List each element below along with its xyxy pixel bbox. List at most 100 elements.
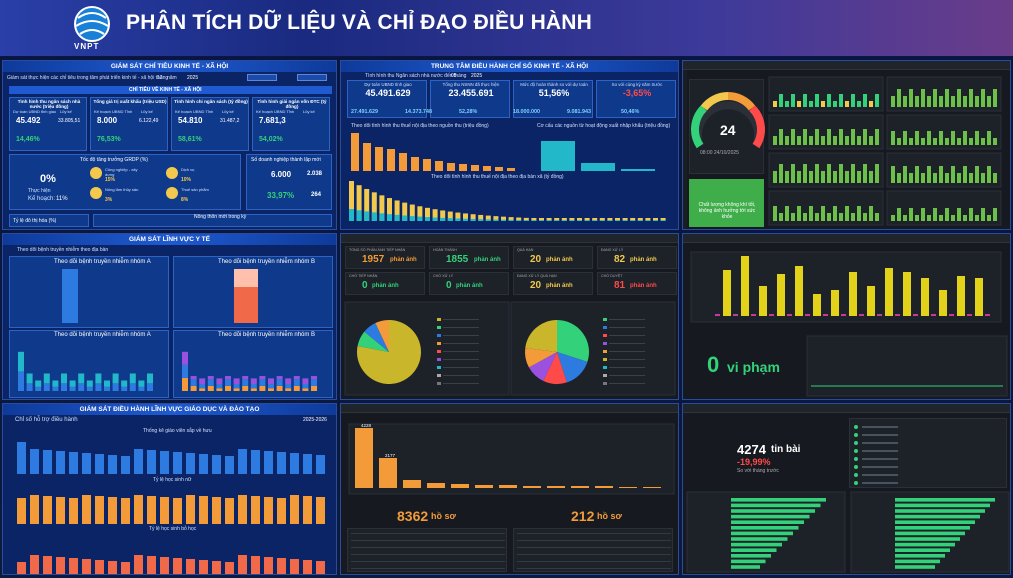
air-bar	[963, 131, 967, 145]
health-bar	[259, 385, 266, 391]
legend-swatch	[437, 326, 441, 329]
health-bar	[104, 380, 110, 387]
air-bar	[863, 213, 867, 221]
air-bar	[927, 215, 931, 221]
air-bar	[773, 206, 777, 221]
news-bar	[731, 554, 771, 558]
health-chart-a2: Theo dõi bệnh truyền nhiễm nhóm A	[9, 330, 169, 398]
records-table-panel	[347, 528, 507, 572]
education-bar	[95, 560, 104, 574]
news-bar	[895, 514, 980, 519]
commune-bar-2	[584, 220, 590, 221]
commune-bar	[387, 198, 392, 221]
legend-line	[609, 383, 645, 384]
air-bar	[797, 206, 801, 221]
legend-swatch	[603, 334, 607, 337]
education-bar	[69, 498, 78, 524]
health-bar	[112, 373, 119, 384]
air-bar	[857, 136, 861, 145]
air-bar	[909, 138, 913, 145]
education-bar	[69, 452, 78, 474]
health-bar	[104, 386, 110, 391]
budget-year: 2025	[471, 73, 483, 79]
legend-line	[609, 351, 645, 352]
news-bar	[731, 526, 799, 530]
air-bar	[875, 164, 879, 183]
enterprise-card: Số doanh nghiệp thành lập mới 6.000 2.03…	[246, 154, 332, 210]
revenue-bar	[387, 149, 395, 171]
records-bar	[547, 486, 565, 488]
air-bar	[779, 94, 783, 107]
news-list-line	[862, 482, 898, 484]
air-bar	[857, 171, 861, 183]
air-bar	[963, 166, 967, 183]
air-bar	[833, 171, 837, 183]
commune-bar	[485, 215, 491, 221]
health-bar	[86, 386, 93, 391]
health-bar	[129, 383, 136, 391]
education-c2: Tỷ lệ học sinh nữ	[153, 477, 192, 483]
feedback-stat: HOÀN THÀNH 1855 phản ánh	[429, 246, 509, 269]
commune-bar	[592, 218, 598, 221]
pie-slice	[543, 352, 567, 384]
violation-bar-2	[841, 314, 846, 316]
budget-kpi-sub: 9.081.943	[567, 109, 591, 115]
records-bar	[499, 485, 517, 488]
health-bar	[95, 383, 102, 391]
commune-bar	[569, 218, 575, 221]
air-bar	[975, 131, 979, 145]
grdp-sub1: Thực hiện	[28, 188, 51, 194]
air-bar	[891, 215, 895, 221]
feedback-stat-unit: phản ánh	[372, 283, 399, 289]
health-bar	[26, 373, 33, 384]
budget-kpi-value: 51,56%	[538, 88, 570, 98]
air-bar	[927, 131, 931, 145]
economy-card-v2: 6.122,49	[139, 118, 159, 124]
air-bar	[993, 208, 997, 221]
commune-bar-2	[447, 218, 453, 221]
health-bar	[95, 373, 102, 384]
news-bar	[731, 531, 793, 536]
violation-bar-2	[877, 314, 882, 316]
news-pct: -19,99%	[737, 457, 771, 467]
education-bar	[173, 558, 182, 574]
violation-bar-2	[715, 314, 720, 316]
health-bar	[302, 388, 309, 391]
health-c1: Theo dõi bệnh truyền nhiễm nhóm A	[54, 259, 151, 265]
health-bar	[199, 384, 206, 389]
air-bar	[969, 208, 973, 221]
air-bar	[963, 96, 967, 107]
year-select[interactable]	[297, 74, 327, 81]
commune-bar-2	[523, 220, 529, 221]
budget-kpi-value: -3,65%	[622, 88, 652, 98]
commune-bar-2	[622, 220, 628, 221]
health-bar	[293, 379, 300, 386]
budget-month: 05	[451, 73, 457, 79]
health-bar	[35, 380, 42, 387]
pie-slice	[557, 352, 588, 383]
feedback-stat-unit: phản ánh	[630, 257, 657, 263]
news-list-line	[862, 474, 898, 476]
commune-bar	[653, 218, 658, 221]
feedback-stat-value: 20	[530, 280, 542, 291]
legend-line	[443, 335, 479, 336]
air-bar	[773, 101, 777, 107]
health-bar	[242, 379, 249, 386]
education-sub: Chỉ số hỗ trợ điều hành	[15, 417, 78, 423]
feedback-stat-value: 0	[446, 280, 452, 291]
month-select[interactable]	[247, 74, 277, 81]
air-bar	[951, 215, 955, 221]
air-bar	[969, 89, 973, 107]
commune-bar-2	[645, 220, 651, 221]
health-bar	[86, 380, 93, 387]
education-bar	[173, 498, 182, 524]
air-bar	[951, 96, 955, 107]
air-bar	[821, 136, 825, 145]
economy-card-k1: Kế hoạch UBND Tỉnh	[256, 109, 295, 114]
page-title: PHÂN TÍCH DỮ LIỆU VÀ CHỈ ĐẠO ĐIỀU HÀNH	[126, 11, 593, 34]
legend-line	[609, 319, 645, 320]
violation-bar-2	[949, 314, 954, 316]
news-bar	[731, 520, 804, 524]
commune-bar-2	[356, 210, 362, 221]
